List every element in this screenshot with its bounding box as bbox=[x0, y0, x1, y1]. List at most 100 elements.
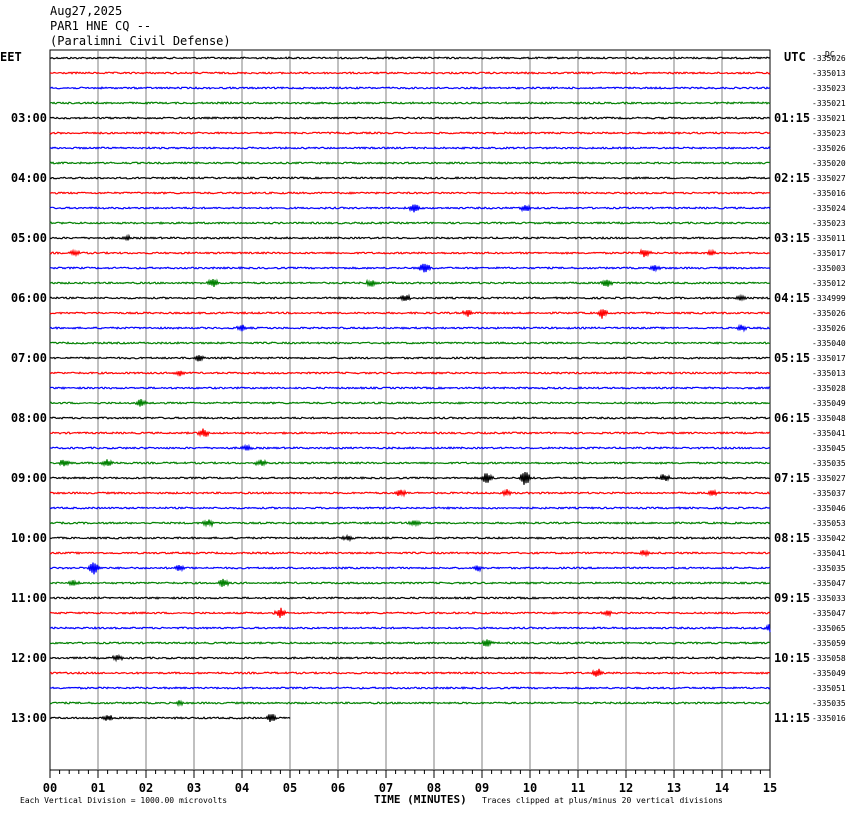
right-hour-label: 10:15 bbox=[774, 651, 810, 665]
trace-line bbox=[49, 116, 770, 120]
trace-offset-label: -335020 bbox=[812, 159, 846, 168]
x-tick-label: 02 bbox=[139, 781, 153, 795]
x-tick-label: 05 bbox=[283, 781, 297, 795]
trace-offset-label: -335024 bbox=[812, 204, 846, 213]
right-hour-label: 02:15 bbox=[774, 171, 810, 185]
trace-offset-label: -335023 bbox=[812, 84, 846, 93]
trace-offset-label: -335059 bbox=[812, 639, 846, 648]
right-hour-label: 01:15 bbox=[774, 111, 810, 125]
trace-offset-label: -335021 bbox=[812, 99, 846, 108]
trace-offset-label: -335013 bbox=[812, 369, 846, 378]
trace-line bbox=[49, 562, 771, 575]
x-tick-label: 13 bbox=[667, 781, 681, 795]
x-tick-label: 06 bbox=[331, 781, 345, 795]
trace-line bbox=[49, 416, 771, 420]
trace-line bbox=[49, 506, 771, 510]
right-hour-label: 06:15 bbox=[774, 411, 810, 425]
x-tick-label: 03 bbox=[187, 781, 201, 795]
trace-line bbox=[49, 699, 771, 708]
x-tick-label: 09 bbox=[475, 781, 489, 795]
x-tick-label: 11 bbox=[571, 781, 585, 795]
left-hour-label: 05:00 bbox=[11, 231, 47, 245]
right-hour-label: 07:15 bbox=[774, 471, 810, 485]
trace-offset-label: -335017 bbox=[812, 354, 846, 363]
x-tick-label: 00 bbox=[43, 781, 57, 795]
trace-line bbox=[49, 639, 771, 647]
trace-line bbox=[49, 653, 771, 663]
header-date: Aug27,2025 bbox=[50, 4, 123, 18]
trace-offset-label: -335033 bbox=[812, 594, 846, 603]
trace-line bbox=[49, 533, 771, 543]
left-hour-label: 04:00 bbox=[11, 171, 47, 185]
trace-line bbox=[50, 472, 771, 485]
left-timezone-label: EET bbox=[0, 50, 22, 64]
trace-offset-label: -335047 bbox=[812, 609, 846, 618]
left-hour-label: 06:00 bbox=[11, 291, 47, 305]
trace-offset-label: -335016 bbox=[812, 189, 846, 198]
trace-line bbox=[49, 355, 771, 362]
trace-offset-label: -335051 bbox=[812, 684, 846, 693]
trace-offset-label: -335053 bbox=[812, 519, 846, 528]
trace-offset-label: -335026 bbox=[812, 309, 846, 318]
trace-line bbox=[49, 293, 771, 302]
trace-line bbox=[50, 71, 771, 75]
trace-offset-label: -334999 bbox=[812, 294, 846, 303]
trace-offset-label: -335013 bbox=[812, 69, 846, 78]
trace-line bbox=[49, 370, 771, 377]
left-hour-label: 08:00 bbox=[11, 411, 47, 425]
left-hour-label: 12:00 bbox=[11, 651, 47, 665]
left-hour-label: 13:00 bbox=[11, 711, 47, 725]
left-hour-label: 03:00 bbox=[11, 111, 47, 125]
trace-line bbox=[49, 428, 771, 438]
trace-line bbox=[49, 399, 771, 407]
trace-line bbox=[49, 56, 771, 60]
trace-offset-label: -335042 bbox=[812, 534, 846, 543]
trace-offset-label: -335040 bbox=[812, 339, 846, 348]
right-hour-label: 05:15 bbox=[774, 351, 810, 365]
trace-offset-label: -335049 bbox=[812, 399, 846, 408]
trace-line bbox=[49, 176, 771, 180]
trace-line bbox=[49, 309, 771, 319]
left-hour-label: 07:00 bbox=[11, 351, 47, 365]
trace-offset-label: -335026 bbox=[812, 54, 846, 63]
x-axis-title: TIME (MINUTES) bbox=[374, 793, 467, 806]
header-station: PAR1 HNE CQ -- bbox=[50, 19, 152, 33]
right-hour-label: 09:15 bbox=[774, 591, 810, 605]
left-hour-label: 11:00 bbox=[11, 591, 47, 605]
right-hour-label: 03:15 bbox=[774, 231, 810, 245]
corner-mark: DC bbox=[825, 50, 835, 59]
trace-line bbox=[49, 233, 771, 242]
trace-offset-label: -335046 bbox=[812, 504, 846, 513]
trace-line bbox=[49, 131, 771, 135]
scale-note: Each Vertical Division = 1000.00 microvo… bbox=[20, 796, 228, 805]
trace-offset-label: -335045 bbox=[812, 444, 846, 453]
x-tick-label: 01 bbox=[91, 781, 105, 795]
trace-line bbox=[49, 161, 771, 165]
x-tick-label: 14 bbox=[715, 781, 729, 795]
trace-line bbox=[49, 221, 771, 225]
trace-offset-label: -335035 bbox=[812, 564, 846, 573]
trace-line bbox=[49, 607, 771, 618]
trace-offset-label: -335048 bbox=[812, 414, 846, 423]
trace-offset-label: -335012 bbox=[812, 279, 846, 288]
trace-offset-label: -335023 bbox=[812, 129, 846, 138]
trace-line bbox=[49, 204, 771, 213]
trace-line bbox=[50, 686, 771, 690]
trace-offset-label: -335016 bbox=[812, 714, 846, 723]
trace-offset-label: -335049 bbox=[812, 669, 846, 678]
trace-offset-label: -335026 bbox=[812, 144, 846, 153]
trace-offset-label: -335058 bbox=[812, 654, 846, 663]
trace-offset-label: -335047 bbox=[812, 579, 846, 588]
clip-note: Traces clipped at plus/minus 20 vertical… bbox=[482, 796, 723, 805]
trace-line bbox=[49, 191, 771, 195]
trace-offset-label: -335041 bbox=[812, 429, 846, 438]
trace-line bbox=[50, 443, 771, 451]
trace-offset-label: -335021 bbox=[812, 114, 846, 123]
plot-frame bbox=[49, 49, 771, 771]
right-timezone-label: UTC bbox=[784, 50, 806, 64]
left-hour-label: 10:00 bbox=[11, 531, 47, 545]
trace-offset-label: -335065 bbox=[812, 624, 846, 633]
trace-line bbox=[49, 341, 771, 345]
trace-offset-label: -335027 bbox=[812, 174, 846, 183]
trace-line bbox=[49, 668, 771, 677]
